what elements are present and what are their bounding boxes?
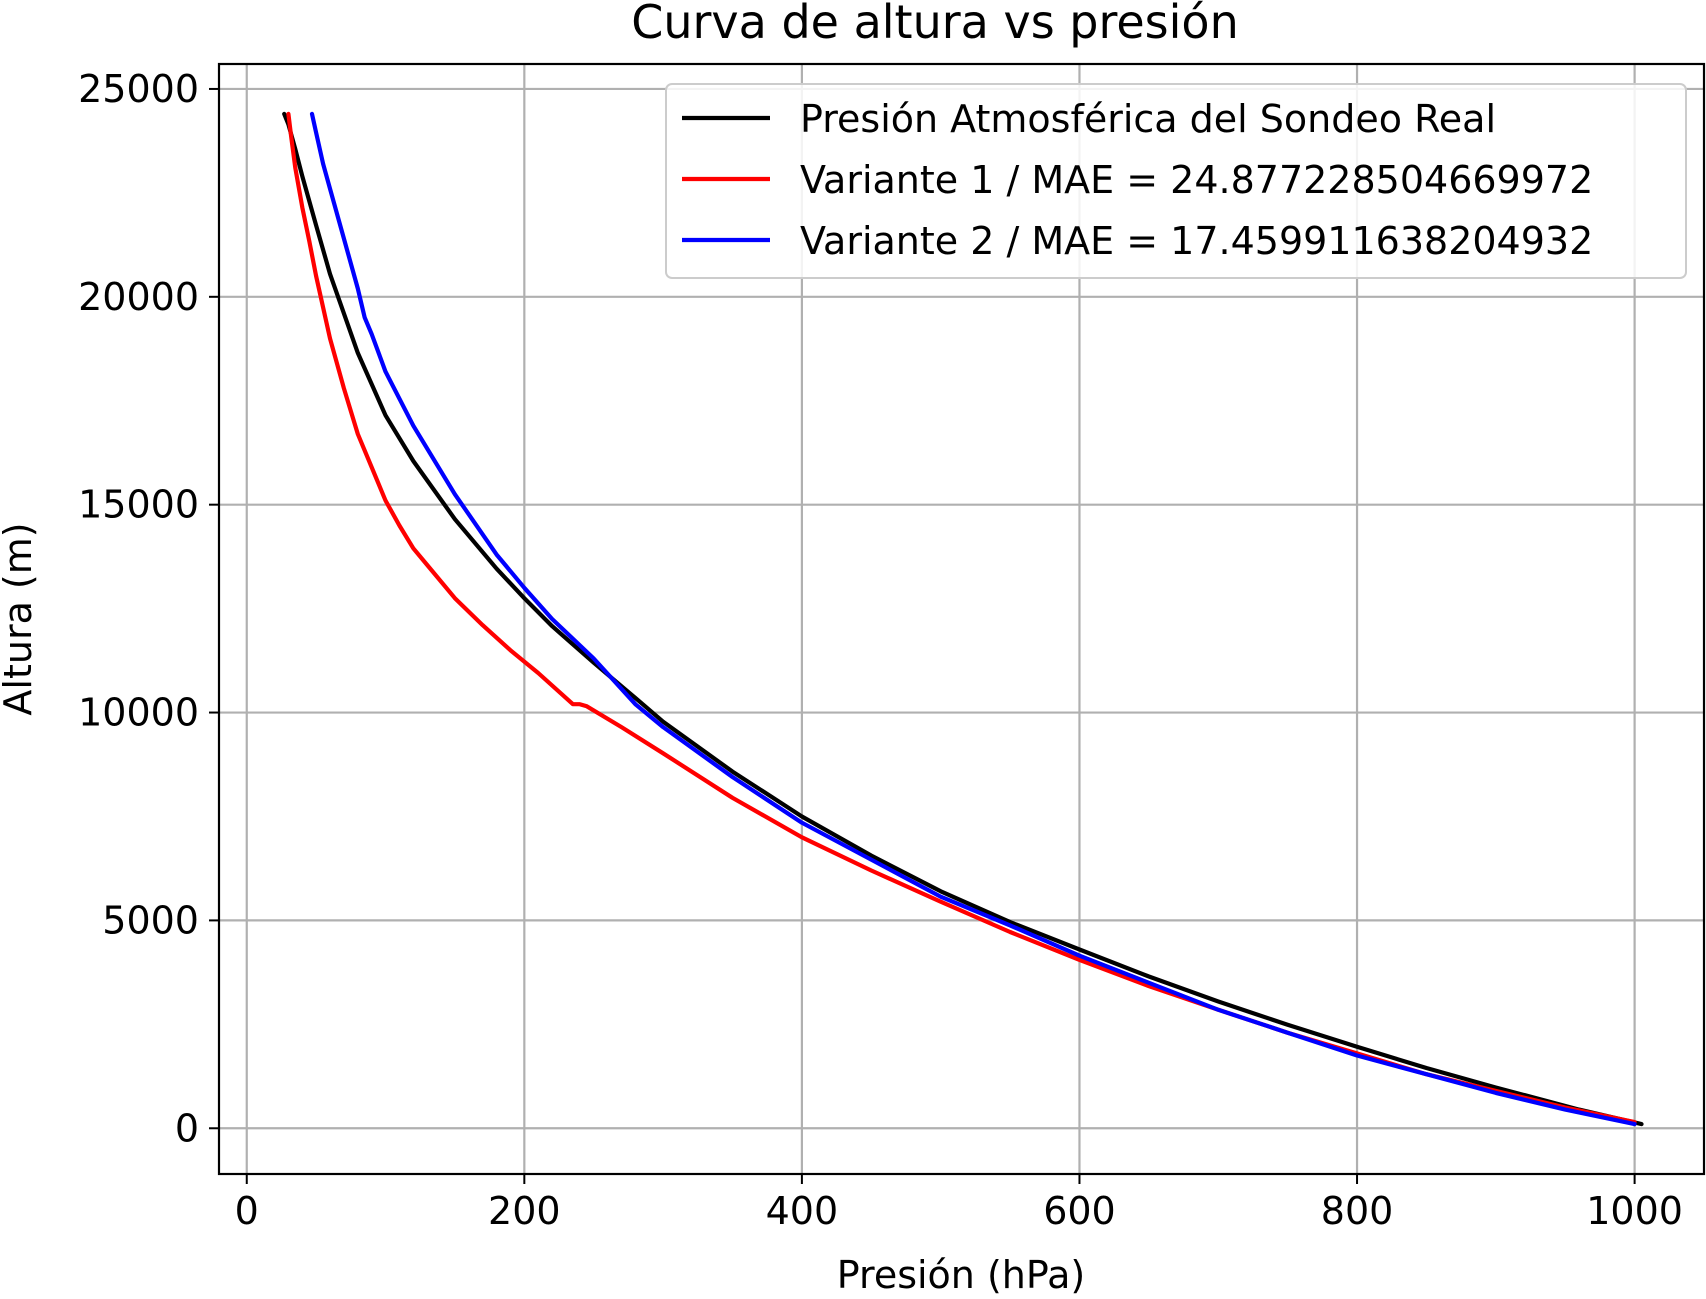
legend-label-variante-1: Variante 1 / MAE = 24.877228504669972 — [800, 158, 1593, 202]
x-tick-label: 200 — [488, 1189, 561, 1233]
y-axis-label: Altura (m) — [0, 522, 40, 715]
axis-ticks: 0 200 400 600 800 100005000100001500020000250… — [78, 67, 1683, 1233]
y-tick-label: 25000 — [78, 67, 199, 111]
y-tick-label: 10000 — [78, 691, 199, 735]
x-tick-label: 1000 — [1586, 1189, 1683, 1233]
y-tick-label: 0 — [175, 1106, 199, 1150]
series-line-real — [282, 111, 1644, 1127]
x-tick-label: 600 — [1043, 1189, 1116, 1233]
y-tick-label: 5000 — [102, 898, 199, 942]
x-tick-label: 400 — [766, 1189, 839, 1233]
y-tick-label: 15000 — [78, 483, 199, 527]
legend-label-real: Presión Atmosférica del Sondeo Real — [800, 97, 1496, 141]
x-axis-label: Presión (hPa) — [837, 1253, 1085, 1297]
x-tick-label: 800 — [1321, 1189, 1394, 1233]
x-tick-label: 0 — [235, 1189, 259, 1233]
chart-title: Curva de altura vs presión — [631, 0, 1238, 49]
legend-label-variante-2: Variante 2 / MAE = 17.459911638204932 — [800, 219, 1593, 263]
series-layer — [282, 111, 1644, 1127]
y-tick-label: 20000 — [78, 275, 199, 319]
series-line-variante-2 — [309, 111, 1637, 1127]
plot-frame — [217, 62, 1706, 1176]
legend: Presión Atmosférica del Sondeo Real Vari… — [665, 83, 1687, 279]
legend-box — [665, 83, 1687, 279]
